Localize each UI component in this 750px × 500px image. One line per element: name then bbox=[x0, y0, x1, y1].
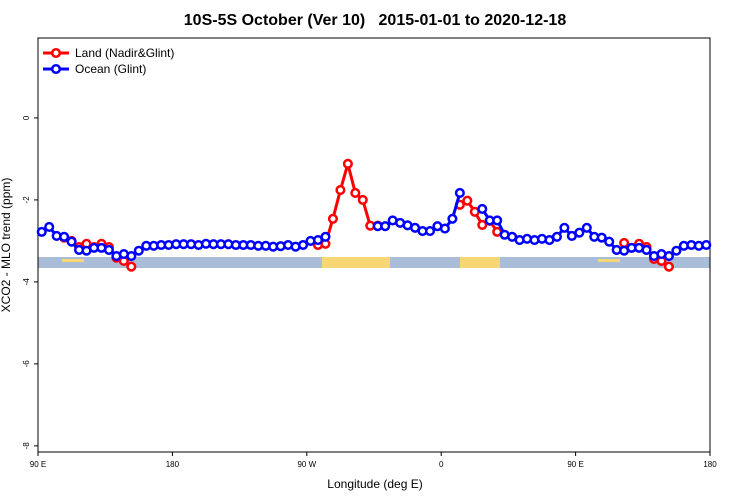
data-point bbox=[477, 203, 488, 214]
x-tick-label: 0 bbox=[439, 460, 444, 469]
data-point bbox=[424, 226, 436, 237]
data-point bbox=[44, 221, 55, 233]
data-point bbox=[66, 236, 77, 247]
data-point bbox=[103, 244, 114, 255]
data-point bbox=[454, 187, 465, 198]
y-tick-label: -8 bbox=[22, 442, 31, 450]
data-point bbox=[133, 245, 144, 256]
data-point bbox=[335, 185, 346, 196]
y-tick-label: -4 bbox=[22, 278, 31, 286]
data-point bbox=[357, 194, 368, 205]
data-point bbox=[701, 239, 712, 251]
data-point bbox=[439, 223, 450, 234]
land-strip bbox=[460, 257, 500, 268]
x-tick-label: 90 E bbox=[30, 460, 46, 469]
data-point bbox=[581, 222, 592, 233]
x-tick-label: 90 W bbox=[297, 460, 316, 469]
data-point bbox=[619, 237, 630, 249]
legend: Land (Nadir&Glint) Ocean (Glint) bbox=[43, 46, 174, 76]
y-tick-label: -2 bbox=[22, 196, 31, 204]
x-tick-label: 90 E bbox=[567, 460, 583, 469]
legend-label: Ocean (Glint) bbox=[75, 62, 146, 76]
data-point bbox=[298, 239, 309, 251]
data-point bbox=[462, 195, 473, 206]
data-point bbox=[59, 231, 70, 242]
data-point bbox=[320, 231, 331, 242]
data-point bbox=[596, 232, 607, 243]
data-point bbox=[671, 245, 682, 256]
y-tick-label: -6 bbox=[22, 360, 31, 368]
data-point bbox=[342, 158, 353, 169]
data-point bbox=[350, 187, 361, 198]
chart-title: 10S-5S October (Ver 10) 2015-01-01 to 20… bbox=[184, 12, 567, 29]
data-point bbox=[126, 251, 137, 262]
legend-marker bbox=[50, 63, 62, 75]
data-point bbox=[559, 222, 570, 233]
y-tick-label: 0 bbox=[22, 115, 31, 120]
data-point bbox=[551, 231, 562, 242]
data-point bbox=[663, 261, 674, 272]
data-point bbox=[380, 221, 391, 232]
data-point bbox=[604, 236, 615, 247]
y-axis-label: XCO2 - MLO trend (ppm) bbox=[0, 178, 13, 313]
series-line bbox=[63, 158, 670, 268]
x-tick-label: 180 bbox=[703, 460, 717, 469]
x-tick-label: 180 bbox=[166, 460, 180, 469]
data-point bbox=[327, 213, 338, 224]
legend-label: Land (Nadir&Glint) bbox=[75, 46, 174, 60]
data-point bbox=[126, 261, 137, 272]
map-strip bbox=[38, 257, 710, 268]
data-point bbox=[477, 219, 488, 230]
data-point bbox=[447, 213, 458, 224]
land-strip bbox=[62, 259, 84, 262]
data-point bbox=[36, 226, 47, 237]
data-point bbox=[492, 215, 503, 226]
data-point bbox=[663, 251, 674, 262]
land-strip bbox=[322, 257, 390, 268]
land-strip bbox=[598, 259, 620, 262]
data-point bbox=[574, 227, 585, 238]
data-point bbox=[641, 244, 652, 255]
legend-marker bbox=[50, 47, 62, 59]
x-axis-label: Longitude (deg E) bbox=[327, 477, 422, 491]
